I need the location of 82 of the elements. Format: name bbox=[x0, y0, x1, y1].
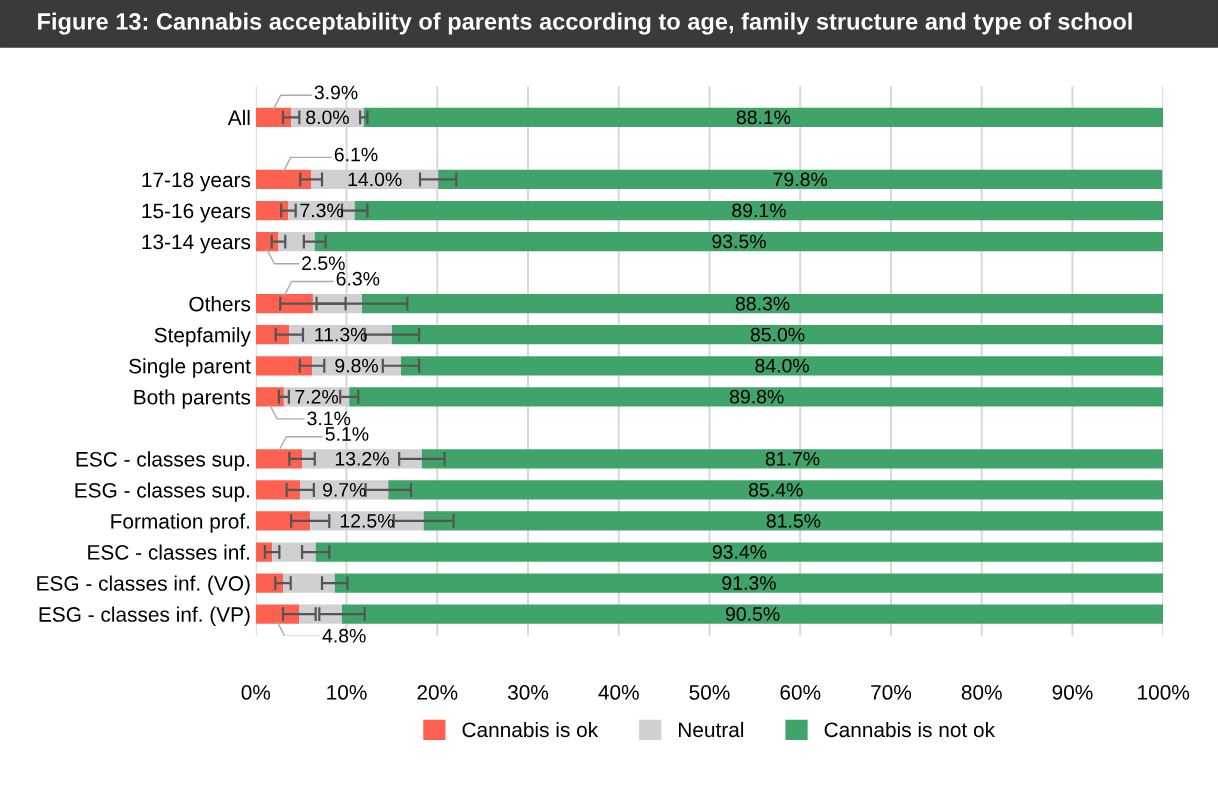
bar bbox=[388, 480, 1164, 500]
y-tick-label: ESG - classes inf. (VO) bbox=[37, 575, 250, 595]
bar bbox=[255, 449, 303, 469]
x-tick-label: 30% bbox=[507, 685, 549, 700]
bar bbox=[255, 200, 289, 221]
data-label: 3.1% bbox=[307, 411, 351, 426]
bar bbox=[341, 604, 1164, 624]
y-tick-label: All bbox=[227, 109, 250, 125]
data-label: 7.2% bbox=[295, 389, 339, 404]
bar bbox=[423, 511, 1164, 531]
x-tick-label: 10% bbox=[327, 685, 367, 700]
data-label: 3.9% bbox=[314, 85, 358, 100]
data-label: 84.0% bbox=[755, 358, 809, 373]
x-tick-label: 40% bbox=[598, 685, 639, 700]
data-label: 14.0% bbox=[348, 172, 402, 187]
bar bbox=[255, 107, 292, 128]
data-label: 79.8% bbox=[773, 172, 828, 187]
bar bbox=[255, 325, 290, 345]
data-label: 8.0% bbox=[306, 110, 349, 125]
x-tick-label: 80% bbox=[961, 685, 1002, 700]
bar bbox=[354, 200, 1164, 221]
bar bbox=[255, 573, 283, 593]
legend-label: Neutral bbox=[678, 721, 744, 738]
data-label: 81.5% bbox=[766, 513, 821, 528]
data-label: 93.5% bbox=[712, 234, 766, 249]
bar bbox=[255, 294, 313, 314]
y-tick-label: Formation prof. bbox=[111, 513, 250, 533]
data-label: 4.8% bbox=[322, 628, 366, 643]
bar bbox=[255, 604, 300, 624]
bar bbox=[272, 542, 316, 562]
y-tick-label: ESG - classes inf. (VP) bbox=[39, 606, 250, 626]
x-tick-label: 70% bbox=[871, 685, 912, 700]
y-tick-label: Single parent bbox=[129, 358, 251, 378]
data-label: 13.2% bbox=[335, 451, 389, 466]
y-tick-label: 17-18 years bbox=[142, 172, 251, 192]
y-tick-label: Stepfamily bbox=[154, 327, 251, 347]
bar bbox=[255, 356, 313, 376]
y-tick-label: Others bbox=[189, 296, 251, 312]
data-label: 93.4% bbox=[712, 545, 767, 559]
legend-label: Cannabis is ok bbox=[462, 721, 599, 738]
bar bbox=[314, 231, 1164, 252]
chart-title: Figure 13: Cannabis acceptability of parents according to age, family structure and type of school bbox=[38, 12, 1132, 35]
bar bbox=[391, 325, 1164, 345]
bar bbox=[315, 542, 1164, 562]
data-label: 5.1% bbox=[325, 427, 369, 441]
data-label: 2.5% bbox=[302, 256, 345, 271]
bar bbox=[255, 480, 301, 500]
y-tick-label: ESG - classes sup. bbox=[75, 482, 250, 502]
y-tick-label: 15-16 years bbox=[142, 203, 251, 223]
x-tick-label: 90% bbox=[1052, 685, 1093, 700]
legend-label: Cannabis is not ok bbox=[824, 721, 996, 738]
data-label: 89.8% bbox=[729, 389, 784, 404]
data-label: 90.5% bbox=[725, 607, 780, 621]
data-label: 88.1% bbox=[736, 110, 791, 125]
data-label: 91.3% bbox=[722, 576, 776, 590]
bar bbox=[334, 573, 1164, 593]
y-tick-label: 13-14 years bbox=[142, 234, 251, 254]
bar bbox=[349, 387, 1164, 407]
bar bbox=[400, 356, 1164, 376]
y-tick-label: Both parents bbox=[134, 389, 251, 409]
bar bbox=[363, 107, 1164, 128]
data-label: 85.4% bbox=[749, 482, 803, 497]
x-tick-label: 20% bbox=[417, 685, 458, 700]
data-label: 89.1% bbox=[732, 203, 786, 218]
y-tick-label: ESC - classes inf. bbox=[88, 544, 250, 560]
x-tick-label: 60% bbox=[780, 685, 821, 700]
bar bbox=[255, 387, 284, 407]
x-tick-label: 50% bbox=[689, 685, 730, 700]
data-label: 81.7% bbox=[765, 451, 820, 466]
bar bbox=[421, 449, 1164, 469]
data-label: 88.3% bbox=[735, 296, 790, 311]
data-label: 6.1% bbox=[334, 147, 378, 162]
bar bbox=[255, 511, 311, 531]
y-tick-label: ESC - classes sup. bbox=[76, 451, 250, 471]
x-tick-label: 0% bbox=[241, 685, 271, 700]
x-tick-label: 100% bbox=[1138, 685, 1190, 700]
data-label: 9.8% bbox=[335, 358, 378, 373]
data-label: 85.0% bbox=[750, 327, 805, 342]
bar bbox=[438, 169, 1163, 190]
bar bbox=[255, 169, 312, 190]
bar bbox=[361, 294, 1164, 314]
data-label: 6.3% bbox=[336, 271, 380, 286]
